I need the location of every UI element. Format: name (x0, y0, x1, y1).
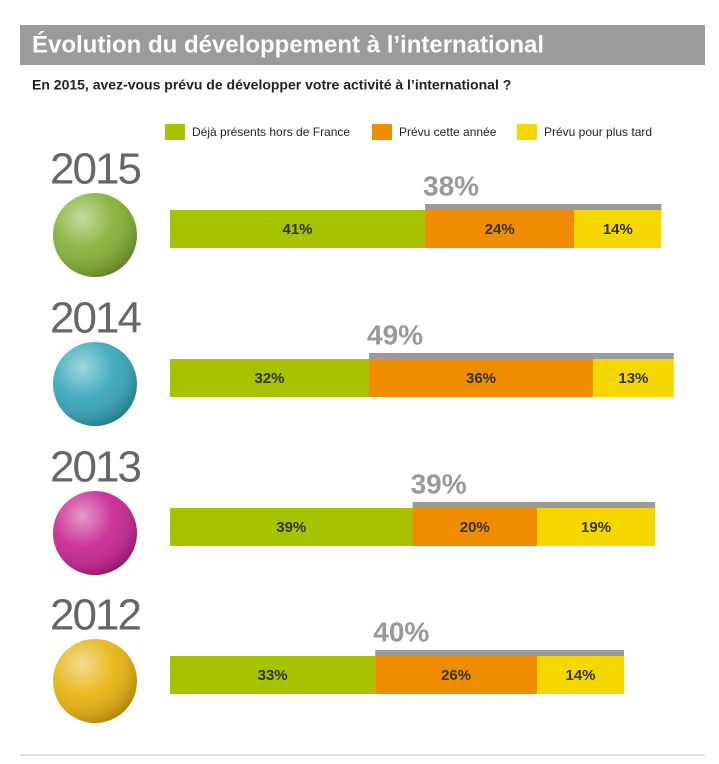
data-label: 19% (581, 519, 611, 536)
bar-segment (170, 210, 426, 248)
data-label: 24% (485, 221, 515, 238)
data-label: 14% (603, 221, 633, 238)
chart-subtitle: En 2015, avez-vous prévu de développer v… (32, 77, 511, 93)
total-label: 40% (373, 616, 429, 647)
data-label: 14% (566, 667, 596, 684)
bar-segment (375, 656, 537, 694)
bar-segment (170, 508, 413, 546)
total-bracket (425, 204, 662, 210)
data-label: 32% (255, 370, 285, 387)
globe-shine (53, 193, 137, 277)
bar-segment (412, 508, 537, 546)
year-label: 2012 (50, 591, 140, 640)
data-label: 20% (460, 519, 490, 536)
legend-swatch (372, 124, 392, 140)
data-label: 41% (282, 221, 312, 238)
data-label: 26% (441, 667, 471, 684)
legend-label: Prévu cette année (399, 125, 497, 139)
globe-shine (53, 639, 137, 723)
bar-segment (170, 656, 376, 694)
bar-segment (574, 210, 662, 248)
globe-shine (53, 491, 137, 575)
total-label: 39% (411, 468, 467, 499)
bar-segment (592, 359, 674, 397)
total-label: 38% (423, 170, 479, 201)
bar-segment (536, 656, 625, 694)
year-label: 2014 (50, 294, 141, 343)
data-label: 33% (258, 667, 288, 684)
data-label: 13% (618, 370, 648, 387)
bar-segment (170, 359, 370, 397)
year-label: 2015 (50, 145, 140, 194)
legend-label: Déjà présents hors de France (192, 125, 350, 139)
chart-title: Évolution du développement à l’internati… (32, 30, 544, 58)
data-label: 36% (466, 370, 496, 387)
globe-shine (53, 342, 137, 426)
title-banner (20, 25, 705, 65)
data-label: 39% (276, 519, 306, 536)
total-label: 49% (367, 319, 423, 350)
total-bracket (375, 650, 625, 656)
bar-segment (369, 359, 593, 397)
legend-swatch (517, 124, 537, 140)
bar-segment (425, 210, 575, 248)
legend-swatch (165, 124, 185, 140)
year-label: 2013 (50, 443, 140, 492)
total-bracket (369, 353, 674, 359)
bar-segment (536, 508, 656, 546)
total-bracket (412, 502, 656, 508)
legend-label: Prévu pour plus tard (544, 125, 652, 139)
